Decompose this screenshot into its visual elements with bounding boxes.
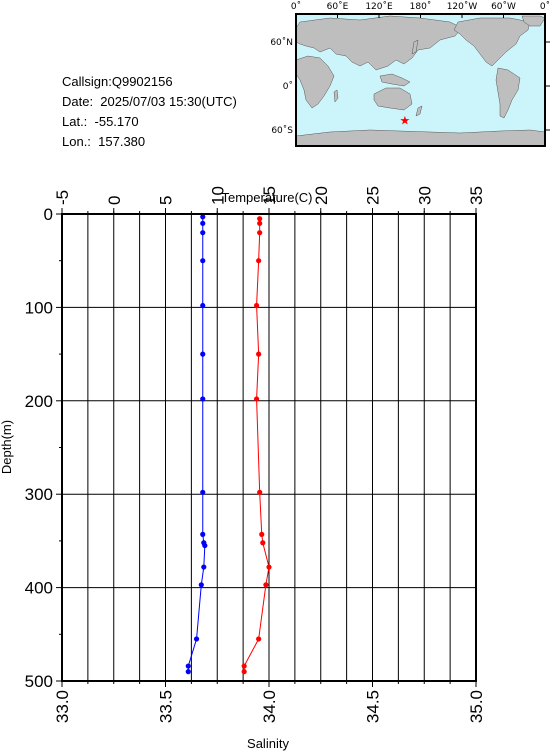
temperature-tick-label: 5: [157, 196, 176, 205]
temperature-tick-label: 15: [260, 186, 279, 205]
date-text: Date: 2025/07/03 15:30(UTC): [62, 94, 237, 109]
map-lat-label: 60˚S: [271, 125, 293, 136]
temperature-tick-label: 25: [364, 186, 383, 205]
salinity-point: [200, 230, 206, 236]
depth-tick-label: 500: [25, 672, 53, 691]
salinity-tick-label: 33.0: [53, 690, 72, 723]
salinity-tick-label: 34.0: [260, 690, 279, 723]
temperature-point: [266, 564, 272, 570]
salinity-point: [193, 636, 200, 642]
temperature-point: [257, 230, 263, 236]
map-lon-label: 60˚E: [327, 1, 349, 12]
depth-tick-label: 100: [25, 298, 53, 317]
temperature-axis-label: Temperature(C): [221, 190, 312, 205]
temperature-point: [256, 636, 262, 642]
salinity-point: [200, 531, 206, 537]
temperature-tick-label: -5: [53, 190, 72, 205]
salinity-point: [200, 396, 206, 402]
temperature-point: [241, 669, 247, 675]
salinity-point: [201, 564, 207, 570]
depth-tick-label: 0: [44, 205, 53, 224]
temperature-tick-label: 35: [467, 186, 486, 205]
temperature-point: [260, 540, 266, 546]
salinity-point: [200, 489, 206, 495]
map-lat-label: 0˚: [283, 81, 293, 92]
map-lon-label: 0˚: [540, 1, 550, 12]
map-land: [295, 15, 546, 147]
temperature-point: [241, 663, 247, 669]
temperature-point: [257, 220, 263, 226]
salinity-point: [202, 542, 208, 549]
salinity-point: [200, 220, 206, 226]
temperature-tick-label: 10: [208, 186, 227, 205]
temperature-tick-label: 0: [105, 196, 124, 205]
map-lon-label: 60˚W: [491, 1, 516, 12]
temperature-point: [259, 531, 265, 537]
longitude-text: Lon.: 157.380: [62, 134, 146, 149]
salinity-line: [187, 216, 206, 672]
depth-axis-label: Depth(m): [0, 420, 14, 474]
salinity-point: [200, 258, 206, 264]
salinity-tick-label: 35.0: [467, 690, 486, 723]
salinity-point: [200, 302, 206, 309]
salinity-point: [200, 214, 206, 220]
map-lon-label: 0˚: [291, 1, 301, 12]
salinity-axis-label: Salinity: [247, 736, 289, 751]
temperature-point: [253, 302, 260, 309]
temperature-line: [243, 218, 270, 672]
salinity-point: [198, 582, 204, 588]
temperature-point: [256, 258, 262, 264]
depth-tick-label: 400: [25, 579, 53, 598]
map-lon-label: 120˚W: [447, 1, 478, 12]
callsign-text: Callsign:Q9902156: [62, 74, 173, 89]
temperature-point: [256, 351, 262, 357]
temperature-tick-label: 20: [312, 186, 331, 205]
depth-tick-label: 300: [25, 485, 53, 504]
station-marker: ★: [399, 113, 410, 127]
salinity-point: [185, 669, 191, 675]
depth-tick-label: 200: [25, 392, 53, 411]
temperature-point: [253, 396, 260, 402]
temperature-point: [263, 582, 269, 588]
temperature-point: [257, 489, 263, 495]
salinity-tick-label: 34.5: [364, 690, 383, 723]
map-lon-label: 180˚: [410, 1, 432, 12]
map-lat-label: 60˚N: [270, 37, 293, 48]
salinity-point: [185, 663, 191, 669]
temperature-point: [257, 216, 263, 222]
salinity-tick-label: 33.5: [157, 690, 176, 723]
latitude-text: Lat.: -55.170: [62, 114, 139, 129]
temperature-tick-label: 30: [415, 186, 434, 205]
salinity-point: [200, 351, 206, 357]
map-lon-label: 120˚E: [365, 1, 393, 12]
station-info: Callsign:Q9902156 Date: 2025/07/03 15:30…: [62, 72, 237, 152]
